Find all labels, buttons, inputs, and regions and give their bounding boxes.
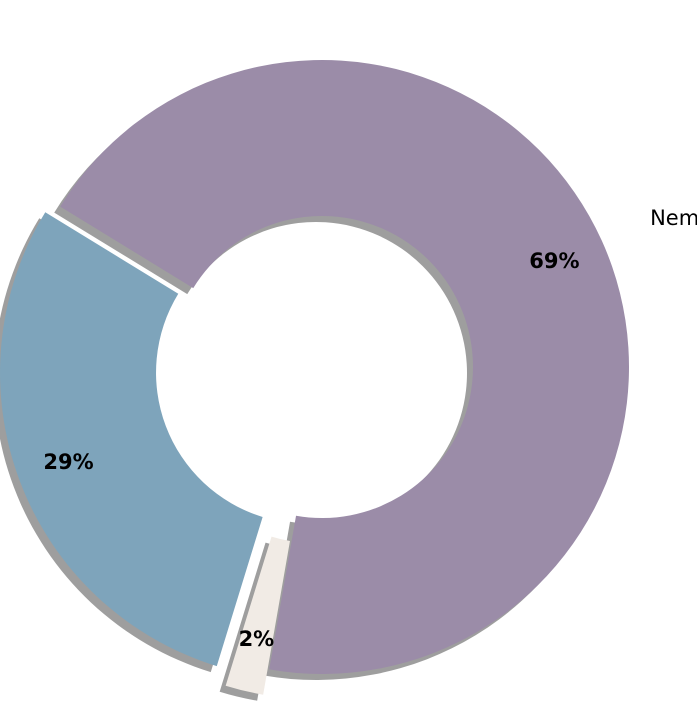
value-label-nem-tudja: 2% xyxy=(239,627,275,651)
value-label-igen: 29% xyxy=(43,450,93,474)
value-label-nem: 69% xyxy=(529,249,579,273)
slice-igen xyxy=(0,212,263,667)
category-label-nem: Nem xyxy=(650,206,697,230)
slice-nem-tudja xyxy=(225,536,290,695)
slices xyxy=(0,60,629,695)
slice-nem xyxy=(60,60,629,675)
